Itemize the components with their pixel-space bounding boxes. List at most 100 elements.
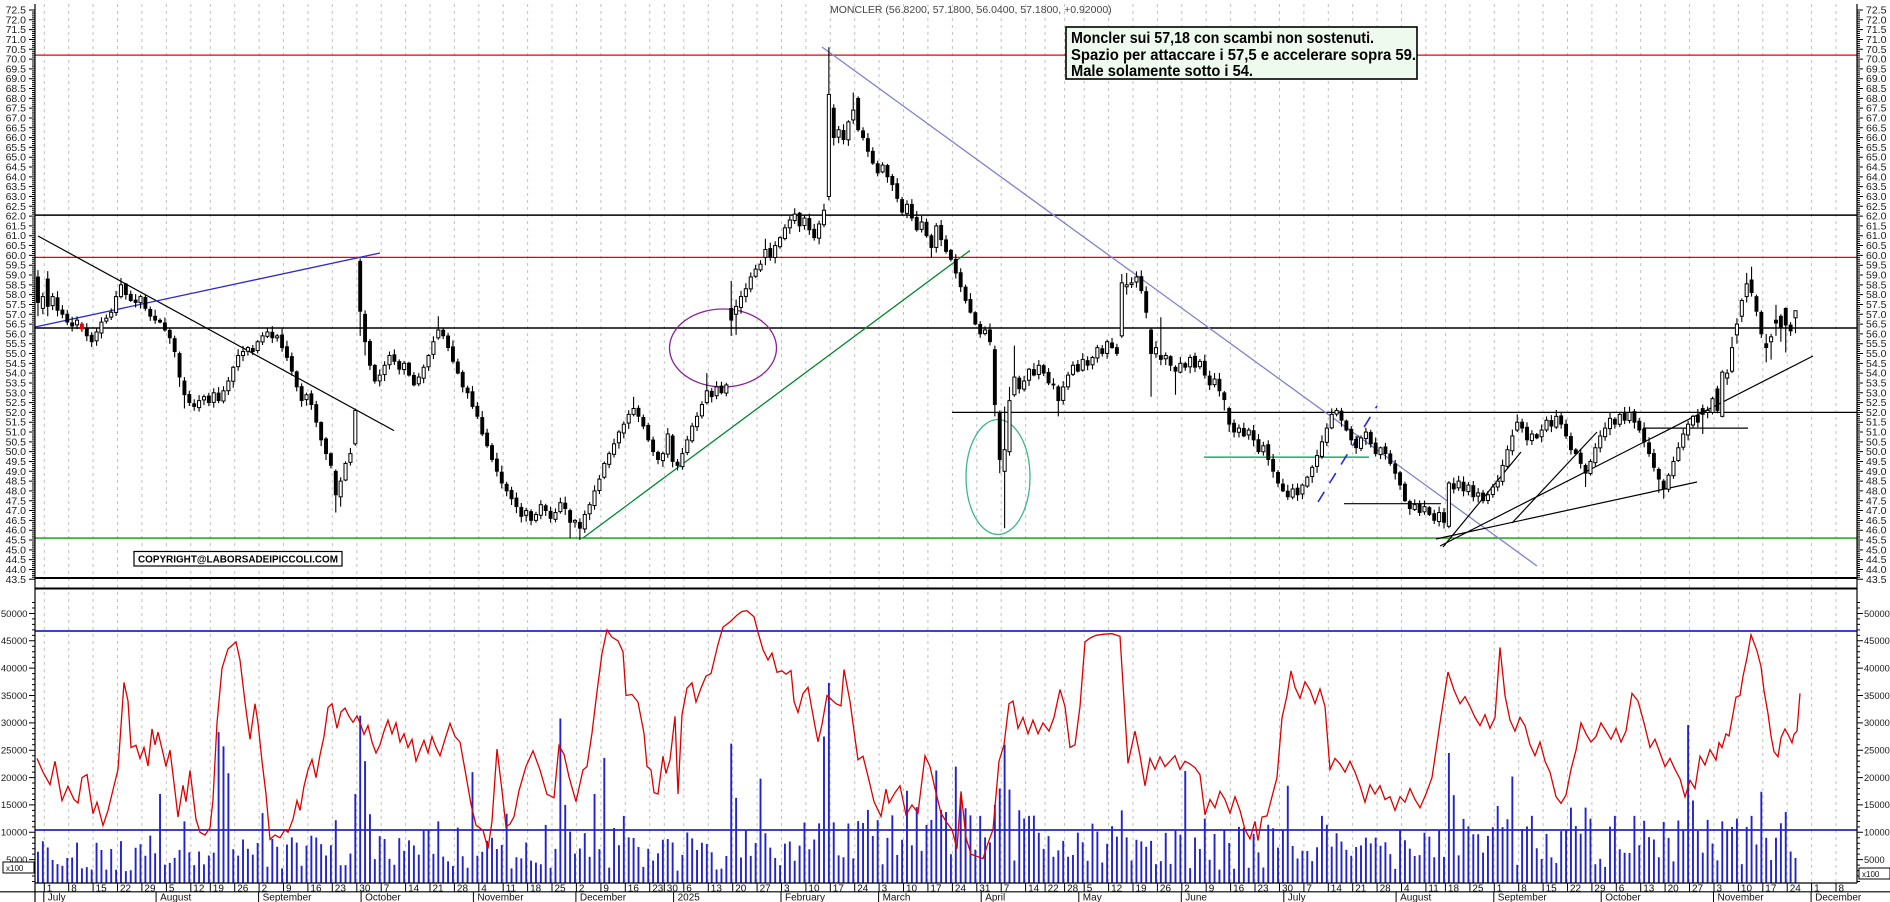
svg-text:67.5: 67.5: [1866, 103, 1887, 115]
svg-text:68.5: 68.5: [1866, 83, 1887, 95]
svg-text:66.5: 66.5: [1866, 122, 1887, 134]
svg-text:25000: 25000: [1864, 746, 1890, 756]
svg-text:8: 8: [71, 883, 77, 894]
svg-text:53.0: 53.0: [6, 387, 27, 399]
svg-text:10: 10: [808, 883, 820, 894]
svg-text:70.5: 70.5: [6, 44, 27, 56]
svg-text:47.0: 47.0: [1866, 505, 1887, 517]
svg-text:72.0: 72.0: [6, 14, 27, 26]
svg-text:61.5: 61.5: [6, 220, 27, 232]
svg-text:10000: 10000: [1, 828, 28, 839]
svg-text:50.0: 50.0: [6, 446, 27, 458]
svg-text:71.5: 71.5: [6, 24, 27, 36]
svg-text:25: 25: [1472, 883, 1484, 894]
svg-text:29: 29: [144, 883, 156, 894]
svg-text:43.5: 43.5: [6, 574, 27, 586]
svg-text:September: September: [263, 893, 313, 902]
svg-text:72.0: 72.0: [1866, 14, 1887, 26]
svg-text:25000: 25000: [1, 746, 28, 757]
svg-text:16: 16: [310, 883, 322, 894]
svg-text:63.5: 63.5: [1866, 181, 1887, 193]
svg-text:18: 18: [1448, 883, 1460, 894]
svg-text:August: August: [1400, 893, 1431, 902]
svg-text:23: 23: [335, 883, 347, 894]
svg-text:Moncler sui 57,18 con scambi n: Moncler sui 57,18 con scambi non sostenu…: [1071, 30, 1374, 47]
svg-text:19: 19: [1136, 883, 1148, 894]
svg-text:35000: 35000: [1, 691, 28, 702]
svg-text:8: 8: [1839, 883, 1845, 894]
svg-text:May: May: [1083, 893, 1102, 902]
svg-text:54.5: 54.5: [1866, 358, 1887, 370]
svg-text:50.5: 50.5: [6, 436, 27, 448]
svg-text:71.5: 71.5: [1866, 24, 1887, 36]
svg-text:45000: 45000: [1, 636, 28, 647]
svg-text:47.5: 47.5: [6, 495, 27, 507]
svg-text:57.0: 57.0: [6, 309, 27, 321]
svg-text:July: July: [1288, 893, 1306, 902]
svg-text:30000: 30000: [1, 718, 28, 729]
svg-text:53.5: 53.5: [1866, 377, 1887, 389]
svg-text:56.5: 56.5: [6, 319, 27, 331]
svg-text:57.0: 57.0: [1866, 309, 1887, 321]
svg-text:19: 19: [213, 883, 225, 894]
svg-text:50.0: 50.0: [1866, 446, 1887, 458]
svg-text:52.5: 52.5: [1866, 397, 1887, 409]
svg-text:10: 10: [906, 883, 918, 894]
svg-text:October: October: [365, 893, 401, 902]
svg-text:57.5: 57.5: [1866, 299, 1887, 311]
svg-text:15000: 15000: [1, 800, 28, 811]
svg-text:70.0: 70.0: [6, 54, 27, 66]
svg-text:MONCLER (56.8200, 57.1800, 56.: MONCLER (56.8200, 57.1800, 56.0400, 57.1…: [830, 4, 1112, 16]
svg-text:66.5: 66.5: [6, 122, 27, 134]
svg-text:35000: 35000: [1864, 691, 1890, 701]
svg-text:68.0: 68.0: [6, 93, 27, 105]
svg-text:4: 4: [481, 883, 487, 894]
svg-text:52.5: 52.5: [6, 397, 27, 409]
svg-text:27: 27: [1692, 883, 1704, 894]
svg-text:November: November: [477, 893, 524, 902]
svg-text:20: 20: [1668, 883, 1680, 894]
svg-text:64.5: 64.5: [6, 162, 27, 174]
svg-text:50.5: 50.5: [1866, 436, 1887, 448]
svg-text:12: 12: [1111, 883, 1123, 894]
svg-text:April: April: [985, 893, 1005, 902]
svg-text:14: 14: [408, 883, 420, 894]
svg-text:43.5: 43.5: [1866, 574, 1887, 586]
svg-text:58.0: 58.0: [1866, 289, 1887, 301]
svg-text:60.5: 60.5: [6, 240, 27, 252]
svg-text:2: 2: [1184, 883, 1190, 894]
svg-text:21: 21: [433, 883, 445, 894]
svg-text:60.5: 60.5: [1866, 240, 1887, 252]
svg-text:3: 3: [882, 883, 888, 894]
svg-text:66.0: 66.0: [6, 132, 27, 144]
svg-text:55.5: 55.5: [6, 338, 27, 350]
svg-text:Spazio per attaccare i 57,5 e: Spazio per attaccare i 57,5 e accelerare…: [1071, 47, 1416, 64]
svg-text:44.0: 44.0: [1866, 564, 1887, 576]
svg-text:60.0: 60.0: [6, 250, 27, 262]
svg-text:69.0: 69.0: [1866, 73, 1887, 85]
svg-text:November: November: [1718, 893, 1765, 902]
svg-text:45.5: 45.5: [1866, 535, 1887, 547]
svg-text:59.0: 59.0: [6, 270, 27, 282]
svg-text:65.5: 65.5: [1866, 142, 1887, 154]
svg-text:63.0: 63.0: [1866, 191, 1887, 203]
svg-text:66.0: 66.0: [1866, 132, 1887, 144]
svg-text:46.0: 46.0: [6, 525, 27, 537]
svg-text:13: 13: [1643, 883, 1655, 894]
svg-text:64.0: 64.0: [1866, 171, 1887, 183]
svg-text:64.0: 64.0: [6, 171, 27, 183]
svg-text:62.0: 62.0: [1866, 211, 1887, 223]
svg-text:21: 21: [1355, 883, 1367, 894]
svg-text:25: 25: [555, 883, 567, 894]
svg-text:69.5: 69.5: [1866, 63, 1887, 75]
svg-text:16: 16: [628, 883, 640, 894]
svg-text:49.5: 49.5: [6, 456, 27, 468]
svg-text:11: 11: [506, 883, 517, 894]
svg-text:57.5: 57.5: [6, 299, 27, 311]
svg-text:45.5: 45.5: [6, 535, 27, 547]
svg-text:54.0: 54.0: [1866, 368, 1887, 380]
svg-text:72.5: 72.5: [1866, 5, 1887, 17]
svg-text:55.0: 55.0: [6, 348, 27, 360]
svg-text:58.0: 58.0: [6, 289, 27, 301]
svg-text:20: 20: [735, 883, 747, 894]
